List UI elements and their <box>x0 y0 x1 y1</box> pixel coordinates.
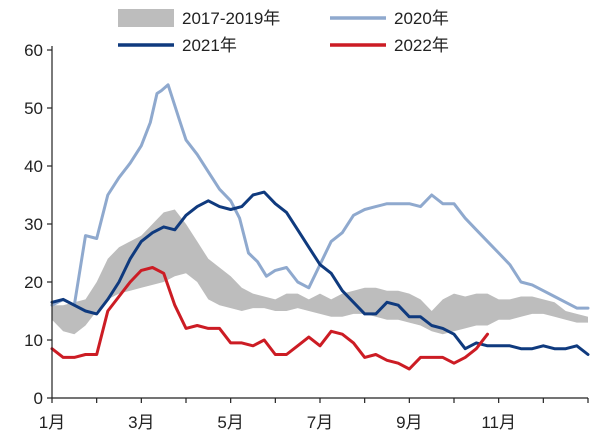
series-line-2020 <box>50 83 590 310</box>
y-tick-label: 50 <box>24 99 43 118</box>
band-2017-2019 <box>52 209 588 335</box>
y-tick-label: 30 <box>24 215 43 234</box>
y-tick-label: 40 <box>24 157 43 176</box>
series-line-2021 <box>50 190 590 356</box>
x-tick-label: 7月 <box>307 413 333 432</box>
legend-swatch-band <box>118 9 174 27</box>
axes: 0 10 20 30 40 50 60 1月 3月 5月 7月 9月 11月 <box>24 41 589 432</box>
y-tick-label: 20 <box>24 273 43 292</box>
x-tick-label: 5月 <box>217 413 243 432</box>
legend-label-2020: 2020年 <box>394 9 449 28</box>
y-tick-label: 0 <box>34 389 43 408</box>
legend: 2017-2019年 2020年 2021年 2022年 <box>118 9 449 55</box>
x-tick-label: 3月 <box>128 413 154 432</box>
x-tick-label: 1月 <box>39 413 65 432</box>
plot-area <box>50 83 590 371</box>
y-tick-label: 10 <box>24 331 43 350</box>
legend-label-band: 2017-2019年 <box>182 9 280 28</box>
legend-label-2021: 2021年 <box>182 36 237 55</box>
series-line-2022 <box>50 266 489 371</box>
y-tick-label: 60 <box>24 41 43 60</box>
legend-label-2022: 2022年 <box>394 36 449 55</box>
x-tick-label: 11月 <box>481 413 516 432</box>
x-tick-label: 9月 <box>396 413 422 432</box>
